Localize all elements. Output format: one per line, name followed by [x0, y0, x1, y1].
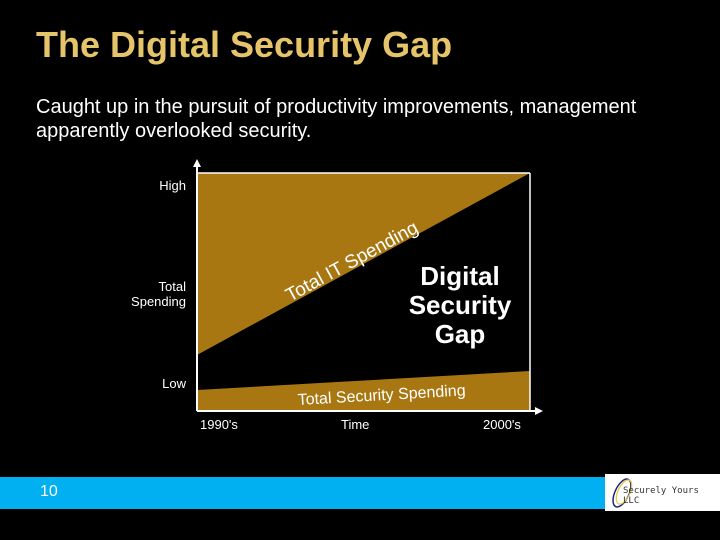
it-spending-region — [197, 173, 530, 355]
orbit-logo-icon — [612, 478, 633, 508]
y-axis-label-line2: Spending — [131, 294, 186, 309]
gap-label-line1: Digital — [420, 261, 500, 291]
x-axis-end-label: 2000's — [483, 417, 521, 432]
security-spending-region — [197, 371, 530, 411]
page-number: 10 — [40, 483, 58, 500]
footer-bar — [0, 477, 605, 509]
x-axis-title: Time — [341, 417, 370, 432]
y-axis-label-line1: Total — [158, 279, 186, 294]
gap-label-line2: Security — [408, 290, 512, 320]
company-logo: Securely Yours LLC — [605, 474, 720, 511]
gap-label-line3: Gap — [434, 319, 486, 349]
y-axis-high-label: High — [159, 178, 186, 193]
slide-title: The Digital Security Gap — [36, 24, 453, 65]
y-axis-low-label: Low — [162, 376, 186, 391]
slide-subtitle: Caught up in the pursuit of productivity… — [36, 96, 637, 142]
y-axis-arrow-icon — [193, 159, 201, 167]
logo-text: Securely Yours LLC — [623, 486, 699, 506]
x-axis-start-label: 1990's — [200, 417, 238, 432]
gap-label: Digital Security Gap — [392, 262, 528, 349]
x-axis-arrow-icon — [535, 407, 543, 415]
